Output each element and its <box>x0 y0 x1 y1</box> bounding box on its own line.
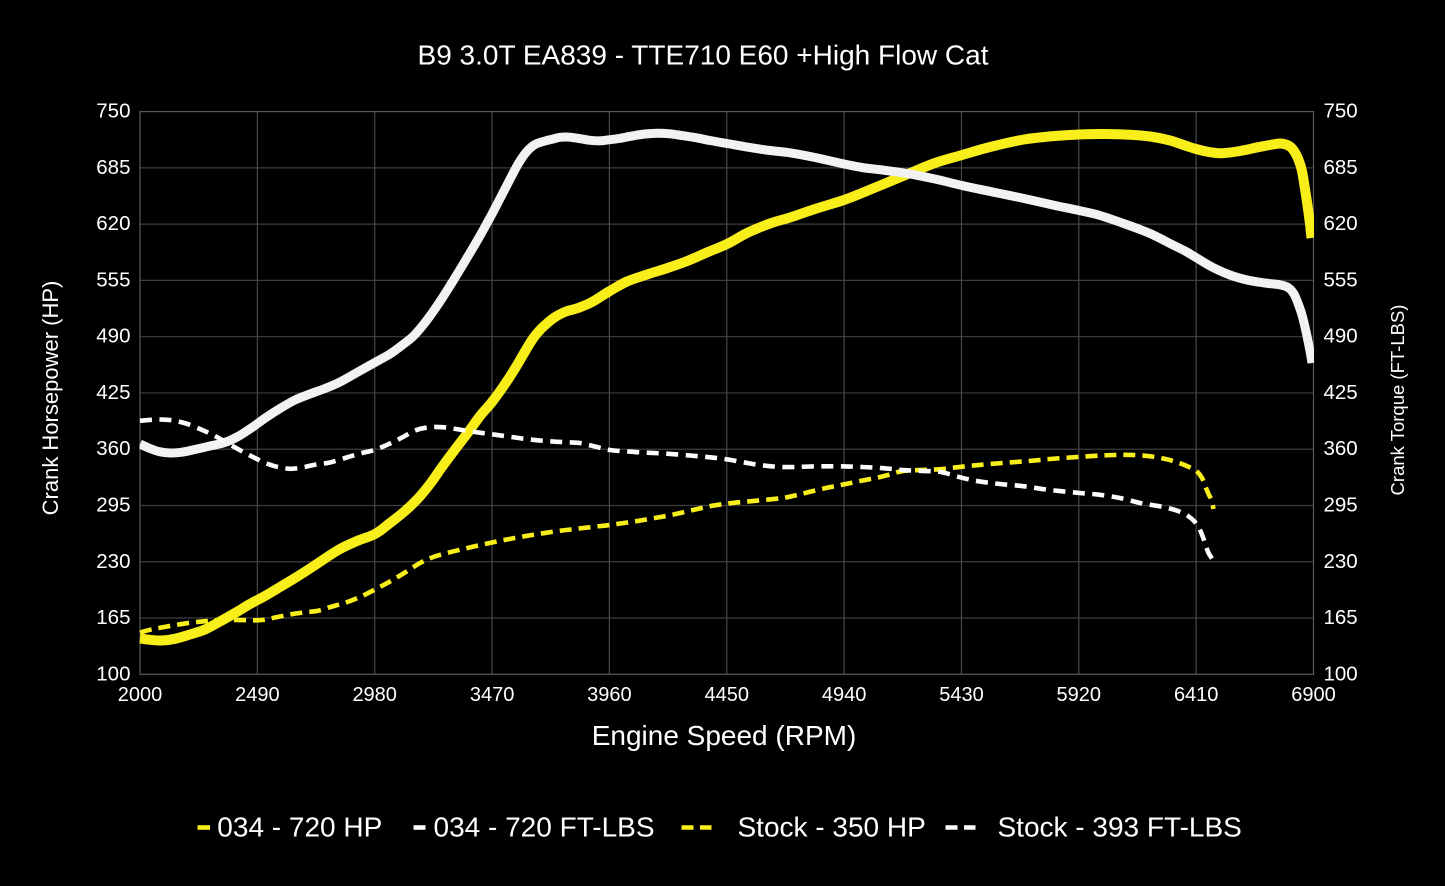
svg-text:5430: 5430 <box>939 684 984 706</box>
svg-text:555: 555 <box>96 268 130 291</box>
svg-text:685: 685 <box>96 156 130 179</box>
svg-text:360: 360 <box>1324 437 1358 460</box>
svg-text:750: 750 <box>1324 100 1358 123</box>
svg-text:165: 165 <box>96 606 130 629</box>
svg-text:Crank Torque (FT-LBS): Crank Torque (FT-LBS) <box>1387 305 1408 496</box>
svg-text:295: 295 <box>96 494 130 517</box>
svg-text:490: 490 <box>1324 325 1358 348</box>
svg-text:100: 100 <box>1324 662 1358 685</box>
svg-text:2000: 2000 <box>118 684 163 706</box>
svg-text:425: 425 <box>96 381 130 404</box>
svg-text:5920: 5920 <box>1057 684 1102 706</box>
svg-text:6410: 6410 <box>1174 684 1219 706</box>
svg-text:4450: 4450 <box>705 684 750 706</box>
svg-text:034 - 720 FT-LBS: 034 - 720 FT-LBS <box>434 811 655 842</box>
svg-text:230: 230 <box>1324 550 1358 573</box>
svg-text:620: 620 <box>1324 212 1358 235</box>
svg-text:Crank Horsepower (HP): Crank Horsepower (HP) <box>38 281 63 516</box>
svg-text:555: 555 <box>1324 268 1358 291</box>
svg-text:750: 750 <box>96 100 130 123</box>
svg-text:034 - 720 HP: 034 - 720 HP <box>217 811 382 842</box>
svg-text:B9 3.0T EA839 - TTE710 E60 +Hi: B9 3.0T EA839 - TTE710 E60 +High Flow Ca… <box>418 39 989 70</box>
svg-text:685: 685 <box>1324 156 1358 179</box>
svg-text:2980: 2980 <box>352 684 397 706</box>
svg-text:490: 490 <box>96 325 130 348</box>
svg-text:620: 620 <box>96 212 130 235</box>
svg-text:425: 425 <box>1324 381 1358 404</box>
svg-text:295: 295 <box>1324 494 1358 517</box>
svg-text:6900: 6900 <box>1291 684 1336 706</box>
svg-text:165: 165 <box>1324 606 1358 629</box>
svg-text:230: 230 <box>96 550 130 573</box>
svg-text:4940: 4940 <box>822 684 867 706</box>
svg-text:3960: 3960 <box>587 684 632 706</box>
svg-text:Stock - 393 FT-LBS: Stock - 393 FT-LBS <box>998 811 1242 842</box>
svg-text:Stock - 350 HP: Stock - 350 HP <box>738 811 926 842</box>
svg-text:100: 100 <box>96 662 130 685</box>
svg-text:2490: 2490 <box>235 684 280 706</box>
svg-text:3470: 3470 <box>470 684 515 706</box>
svg-text:Engine Speed (RPM): Engine Speed (RPM) <box>592 720 857 751</box>
svg-text:360: 360 <box>96 437 130 460</box>
